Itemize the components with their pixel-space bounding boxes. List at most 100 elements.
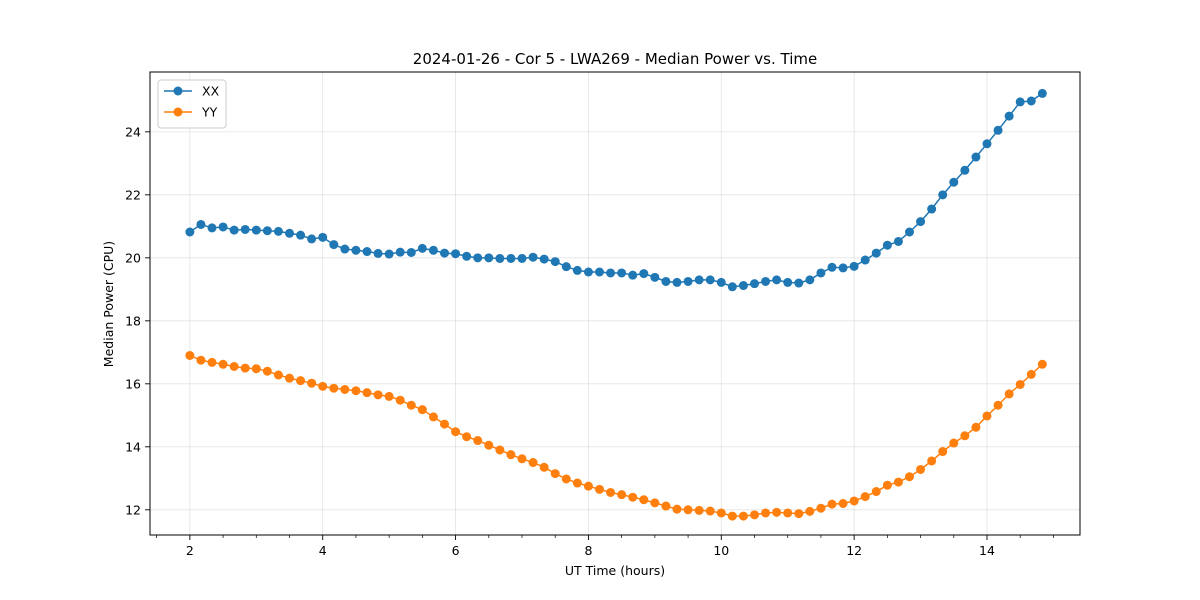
data-point-yy	[639, 495, 649, 505]
data-point-xx	[417, 243, 427, 253]
y-tick-label: 20	[125, 250, 141, 265]
data-point-yy	[218, 359, 228, 369]
data-point-xx	[583, 267, 593, 277]
data-point-xx	[805, 275, 815, 285]
data-point-xx	[838, 263, 848, 273]
x-tick-label: 8	[584, 543, 592, 558]
data-point-yy	[362, 388, 372, 398]
data-point-yy	[783, 508, 793, 518]
data-point-yy	[949, 438, 959, 448]
data-point-xx	[727, 282, 737, 292]
data-point-xx	[860, 255, 870, 265]
plot-series	[185, 88, 1047, 521]
data-point-yy	[561, 474, 571, 484]
legend-label: XX	[202, 84, 220, 99]
data-point-yy	[661, 501, 671, 511]
data-point-xx	[617, 268, 627, 278]
data-point-yy	[1026, 369, 1036, 379]
data-point-xx	[772, 275, 782, 285]
data-point-xx	[993, 125, 1003, 135]
data-point-xx	[672, 277, 682, 287]
data-point-yy	[296, 376, 306, 386]
data-point-yy	[893, 477, 903, 487]
data-point-xx	[905, 227, 914, 237]
data-point-xx	[938, 190, 948, 200]
data-point-yy	[318, 381, 328, 391]
data-point-yy	[938, 447, 948, 457]
data-point-xx	[340, 244, 350, 254]
data-point-yy	[251, 364, 261, 374]
data-point-yy	[462, 432, 472, 442]
data-point-yy	[373, 390, 383, 400]
series-xx	[185, 88, 1047, 292]
data-point-xx	[572, 265, 582, 275]
y-tick-label: 14	[125, 439, 141, 454]
data-point-xx	[595, 267, 604, 277]
data-point-yy	[761, 508, 771, 518]
data-point-yy	[683, 505, 693, 515]
data-point-xx	[750, 279, 759, 289]
legend: XX YY	[157, 79, 227, 129]
data-point-xx	[207, 223, 217, 233]
data-point-xx	[395, 247, 405, 257]
data-point-xx	[927, 204, 937, 214]
y-tick-label: 12	[125, 502, 141, 517]
data-point-xx	[661, 276, 671, 286]
data-point-yy	[528, 458, 538, 468]
data-point-xx	[218, 222, 228, 232]
data-point-yy	[960, 431, 970, 441]
x-tick-label: 14	[979, 543, 995, 558]
data-point-yy	[329, 383, 339, 393]
data-point-xx	[694, 275, 704, 285]
axes-frame	[149, 71, 1081, 536]
data-point-yy	[196, 355, 206, 365]
data-point-yy	[772, 507, 782, 517]
data-point-xx	[893, 236, 903, 246]
data-point-xx	[329, 240, 339, 250]
data-point-yy	[982, 411, 992, 421]
data-point-xx	[406, 247, 416, 257]
data-point-yy	[273, 370, 283, 380]
data-point-yy	[971, 422, 981, 432]
y-axis: 12 14 16 18 20 22 24	[125, 124, 150, 517]
data-point-yy	[395, 395, 405, 405]
data-point-yy	[849, 496, 859, 506]
data-point-yy	[705, 506, 715, 516]
data-point-yy	[882, 480, 892, 490]
data-point-yy	[860, 492, 870, 502]
data-point-xx	[462, 251, 472, 261]
data-point-yy	[451, 427, 461, 437]
x-tick-label: 4	[319, 543, 327, 558]
data-point-xx	[351, 245, 361, 255]
data-point-yy	[572, 478, 582, 488]
data-point-yy	[794, 509, 804, 519]
data-point-xx	[528, 252, 538, 262]
data-point-yy	[185, 350, 195, 360]
x-axis-label: UT Time (hours)	[565, 563, 665, 578]
data-point-yy	[816, 503, 826, 513]
data-point-xx	[794, 278, 804, 288]
x-tick-label: 2	[186, 543, 194, 558]
data-point-yy	[1037, 359, 1047, 369]
data-point-yy	[384, 391, 394, 401]
data-point-xx	[606, 268, 616, 278]
data-point-yy	[473, 436, 483, 446]
data-point-xx	[484, 253, 494, 263]
data-point-yy	[539, 462, 549, 472]
x-axis: 2 4 6 8 10 12 14	[156, 535, 1054, 558]
data-point-xx	[196, 219, 206, 229]
data-point-yy	[517, 454, 527, 464]
data-point-xx	[1015, 97, 1025, 107]
data-point-yy	[340, 384, 350, 394]
data-point-xx	[550, 257, 560, 267]
data-point-yy	[606, 487, 616, 497]
data-point-xx	[871, 248, 881, 258]
data-point-yy	[805, 506, 815, 516]
data-point-xx	[229, 225, 239, 235]
series-yy	[185, 350, 1047, 521]
data-point-xx	[1037, 88, 1047, 98]
data-point-yy	[229, 361, 239, 371]
legend-marker	[173, 86, 183, 96]
data-point-yy	[207, 357, 217, 367]
legend-marker	[173, 107, 183, 117]
